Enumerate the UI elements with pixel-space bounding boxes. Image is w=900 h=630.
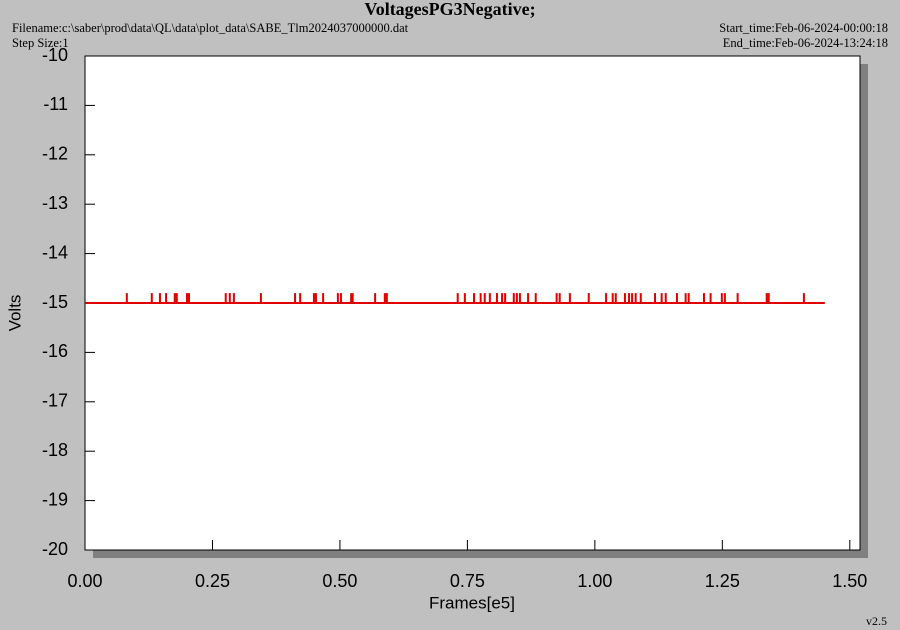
- y-tick-label: -10: [42, 45, 68, 65]
- y-tick-label: -11: [43, 94, 68, 114]
- y-tick-label: -19: [42, 489, 68, 509]
- step-size: Step Size:1: [12, 36, 69, 50]
- y-tick-label: -20: [42, 539, 68, 559]
- x-tick-label: 0.25: [195, 571, 230, 591]
- y-tick-label: -14: [42, 242, 68, 262]
- data-line: [85, 293, 825, 304]
- y-tick-label: -12: [42, 144, 68, 164]
- filename: Filename:c:\saber\prod\data\QL\data\plot…: [12, 21, 409, 35]
- x-tick-label: 0.00: [67, 571, 102, 591]
- x-axis-label: Frames[e5]: [429, 593, 515, 612]
- y-tick-label: -18: [42, 440, 68, 460]
- y-tick-label: -13: [42, 193, 68, 213]
- y-tick-label: -15: [42, 292, 68, 312]
- y-tick-label: -16: [42, 341, 68, 361]
- y-tick-label: -17: [42, 391, 68, 411]
- version: v2.5: [866, 614, 887, 628]
- chart-title: VoltagesPG3Negative;: [364, 0, 535, 19]
- x-tick-label: 0.75: [450, 571, 485, 591]
- end-time: End_time:Feb-06-2024-13:24:18: [723, 36, 888, 50]
- x-tick-label: 1.25: [705, 571, 740, 591]
- y-axis-label: Volts: [5, 295, 24, 332]
- x-tick-label: 0.50: [322, 571, 357, 591]
- x-tick-label: 1.50: [832, 571, 867, 591]
- x-tick-label: 1.00: [577, 571, 612, 591]
- start-time: Start_time:Feb-06-2024-00:00:18: [719, 21, 888, 35]
